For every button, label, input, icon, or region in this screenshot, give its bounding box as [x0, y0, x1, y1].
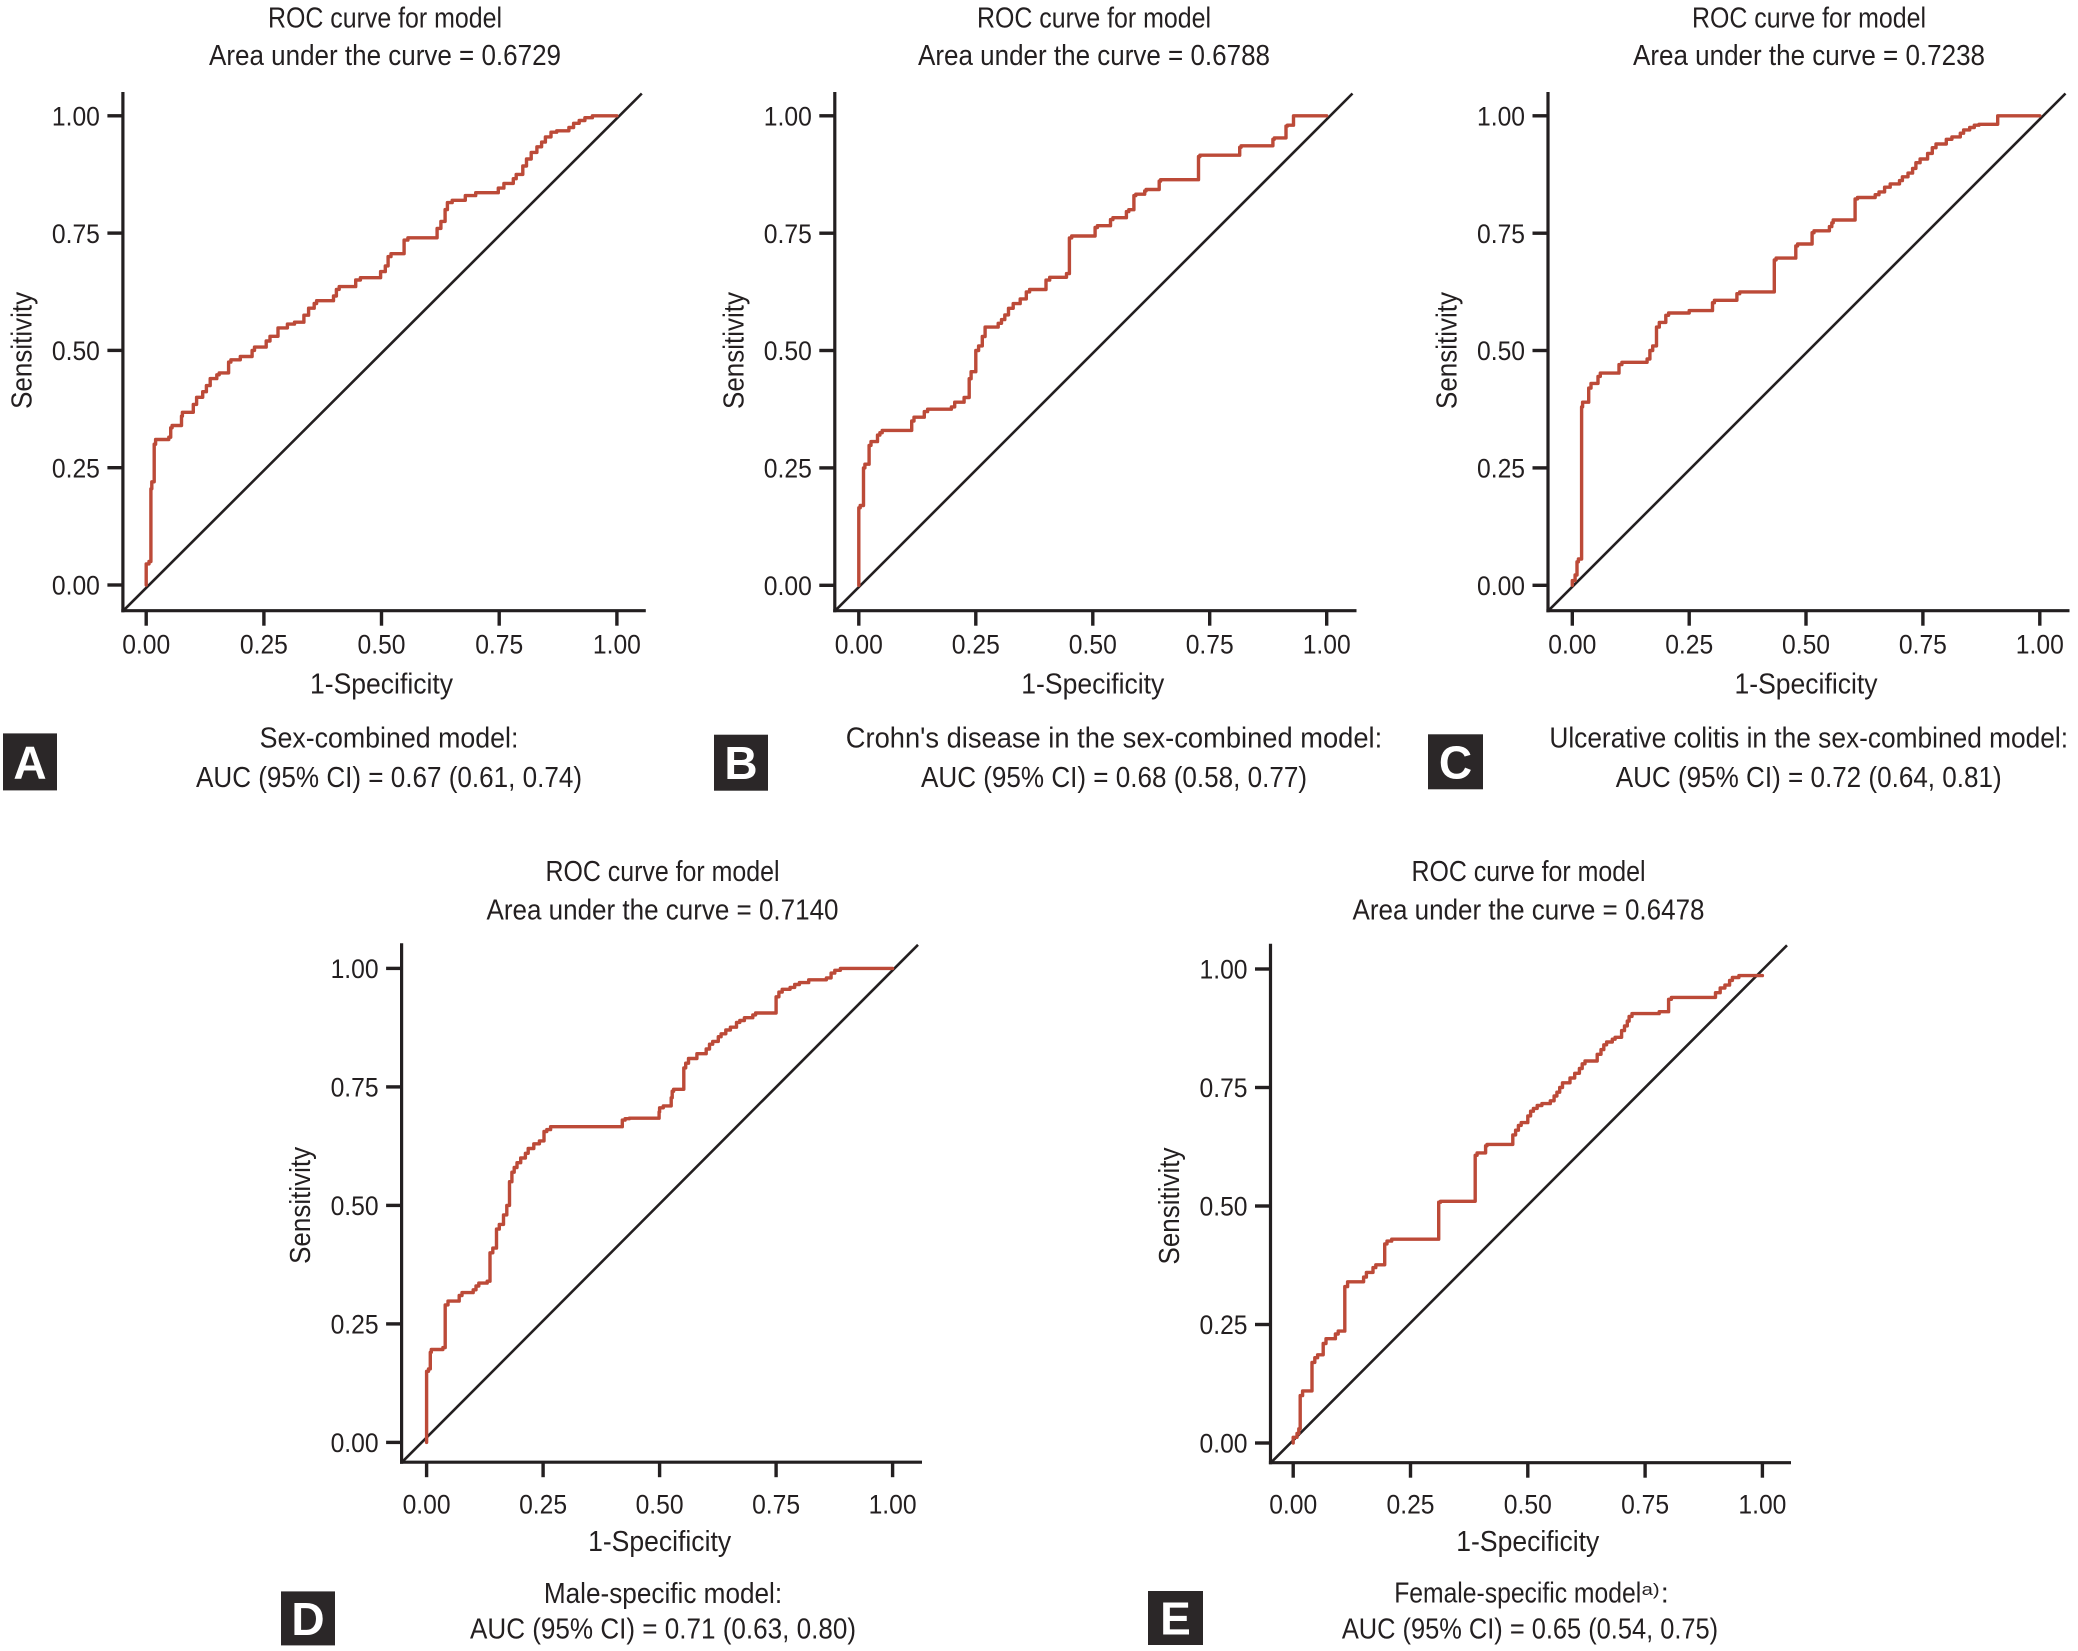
svg-text:0.75: 0.75: [1186, 630, 1234, 660]
svg-text:Sex-combined model:: Sex-combined model:: [260, 723, 519, 755]
svg-text:1.00: 1.00: [1200, 955, 1248, 985]
svg-text:0.50: 0.50: [52, 336, 100, 366]
svg-text:0.00: 0.00: [331, 1428, 379, 1458]
svg-text:1.00: 1.00: [1738, 1489, 1786, 1519]
svg-text:ROC curve for model: ROC curve for model: [546, 856, 780, 888]
svg-text:AUC (95% CI) = 0.65 (0.54, 0.7: AUC (95% CI) = 0.65 (0.54, 0.75): [1342, 1614, 1718, 1646]
svg-text:E: E: [1160, 1593, 1191, 1645]
svg-text:0.50: 0.50: [331, 1191, 379, 1221]
svg-text:0.00: 0.00: [764, 571, 812, 601]
svg-text:0.00: 0.00: [835, 630, 883, 660]
svg-text:Sensitivity: Sensitivity: [1432, 292, 1464, 409]
svg-text:Ulcerative colitis in the sex-: Ulcerative colitis in the sex-combined m…: [1549, 723, 2068, 755]
svg-text:0.75: 0.75: [1477, 219, 1525, 249]
svg-text:Sensitivity: Sensitivity: [1154, 1147, 1186, 1264]
svg-text:0.00: 0.00: [1200, 1429, 1248, 1459]
svg-text:0.25: 0.25: [1665, 630, 1713, 660]
svg-text:0.00: 0.00: [122, 630, 170, 660]
svg-text:Area under the curve = 0.6788: Area under the curve = 0.6788: [918, 40, 1270, 72]
svg-text:0.75: 0.75: [1200, 1073, 1248, 1103]
svg-text:1-Specificity: 1-Specificity: [1456, 1526, 1599, 1558]
svg-text:0.25: 0.25: [764, 454, 812, 484]
svg-text:0.00: 0.00: [1548, 630, 1596, 660]
svg-text:0.75: 0.75: [52, 219, 100, 249]
svg-text:ROC curve for model: ROC curve for model: [1692, 3, 1926, 35]
svg-text:D: D: [291, 1593, 324, 1645]
svg-text:0.00: 0.00: [403, 1489, 451, 1519]
svg-text:0.50: 0.50: [636, 1489, 684, 1519]
svg-text:1.00: 1.00: [764, 102, 812, 132]
svg-text:0.50: 0.50: [1504, 1489, 1552, 1519]
svg-text:0.50: 0.50: [1069, 630, 1117, 660]
svg-text:1.00: 1.00: [869, 1489, 917, 1519]
svg-text:ROC curve for model: ROC curve for model: [977, 3, 1211, 35]
svg-text:1.00: 1.00: [593, 630, 641, 660]
svg-text:a): a): [1642, 1580, 1660, 1599]
svg-text:1.00: 1.00: [331, 954, 379, 984]
svg-text:0.50: 0.50: [1477, 336, 1525, 366]
svg-text:Area under the curve = 0.6478: Area under the curve = 0.6478: [1353, 895, 1705, 927]
svg-text:ROC curve for model: ROC curve for model: [268, 3, 502, 35]
svg-text:0.50: 0.50: [764, 336, 812, 366]
svg-text:0.25: 0.25: [1387, 1489, 1435, 1519]
svg-text:0.25: 0.25: [952, 630, 1000, 660]
svg-text:0.75: 0.75: [1621, 1489, 1669, 1519]
svg-text:0.00: 0.00: [52, 571, 100, 601]
svg-text:AUC (95% CI) = 0.72 (0.64, 0.8: AUC (95% CI) = 0.72 (0.64, 0.81): [1616, 762, 2002, 794]
svg-text:AUC (95% CI) = 0.68 (0.58, 0.7: AUC (95% CI) = 0.68 (0.58, 0.77): [921, 762, 1307, 794]
svg-text:C: C: [1439, 736, 1472, 788]
svg-text:0.50: 0.50: [1200, 1192, 1248, 1222]
svg-text:1-Specificity: 1-Specificity: [1021, 669, 1164, 701]
svg-text:0.00: 0.00: [1477, 571, 1525, 601]
svg-text:Area under the curve = 0.6729: Area under the curve = 0.6729: [209, 40, 561, 72]
svg-text:Sensitivity: Sensitivity: [285, 1146, 317, 1263]
svg-text:0.25: 0.25: [519, 1489, 567, 1519]
svg-text:AUC (95% CI) = 0.71 (0.63, 0.8: AUC (95% CI) = 0.71 (0.63, 0.80): [470, 1614, 856, 1646]
svg-text:Area under the curve = 0.7238: Area under the curve = 0.7238: [1633, 40, 1985, 72]
svg-text:0.75: 0.75: [752, 1489, 800, 1519]
svg-text:0.75: 0.75: [764, 219, 812, 249]
svg-text:0.75: 0.75: [1899, 630, 1947, 660]
svg-text:Male-specific model:: Male-specific model:: [544, 1578, 782, 1610]
svg-text:0.75: 0.75: [331, 1073, 379, 1103]
svg-text:1-Specificity: 1-Specificity: [588, 1526, 731, 1558]
svg-text::: :: [1661, 1578, 1669, 1610]
svg-text:0.25: 0.25: [331, 1310, 379, 1340]
svg-text:A: A: [13, 736, 46, 788]
svg-text:0.25: 0.25: [240, 630, 288, 660]
svg-text:Area under the curve = 0.7140: Area under the curve = 0.7140: [487, 895, 839, 927]
svg-text:0.25: 0.25: [1200, 1310, 1248, 1340]
svg-text:1-Specificity: 1-Specificity: [310, 669, 453, 701]
svg-text:AUC (95% CI) = 0.67 (0.61, 0.7: AUC (95% CI) = 0.67 (0.61, 0.74): [196, 762, 582, 794]
svg-text:0.25: 0.25: [1477, 454, 1525, 484]
svg-text:Female-specific model: Female-specific model: [1394, 1578, 1641, 1610]
svg-text:1.00: 1.00: [1303, 630, 1351, 660]
svg-text:1.00: 1.00: [1477, 102, 1525, 132]
svg-text:1-Specificity: 1-Specificity: [1735, 669, 1878, 701]
svg-text:0.25: 0.25: [52, 453, 100, 483]
svg-text:ROC curve for model: ROC curve for model: [1412, 856, 1646, 888]
svg-text:Sensitivity: Sensitivity: [718, 292, 750, 409]
svg-text:0.50: 0.50: [358, 630, 406, 660]
svg-text:0.75: 0.75: [475, 630, 523, 660]
svg-text:0.50: 0.50: [1782, 630, 1830, 660]
svg-text:1.00: 1.00: [52, 102, 100, 132]
svg-text:Sensitivity: Sensitivity: [7, 291, 39, 408]
svg-text:1.00: 1.00: [2016, 630, 2064, 660]
svg-text:B: B: [724, 737, 757, 789]
svg-text:Crohn's disease in the sex-com: Crohn's disease in the sex-combined mode…: [846, 723, 1382, 755]
svg-text:0.00: 0.00: [1269, 1489, 1317, 1519]
